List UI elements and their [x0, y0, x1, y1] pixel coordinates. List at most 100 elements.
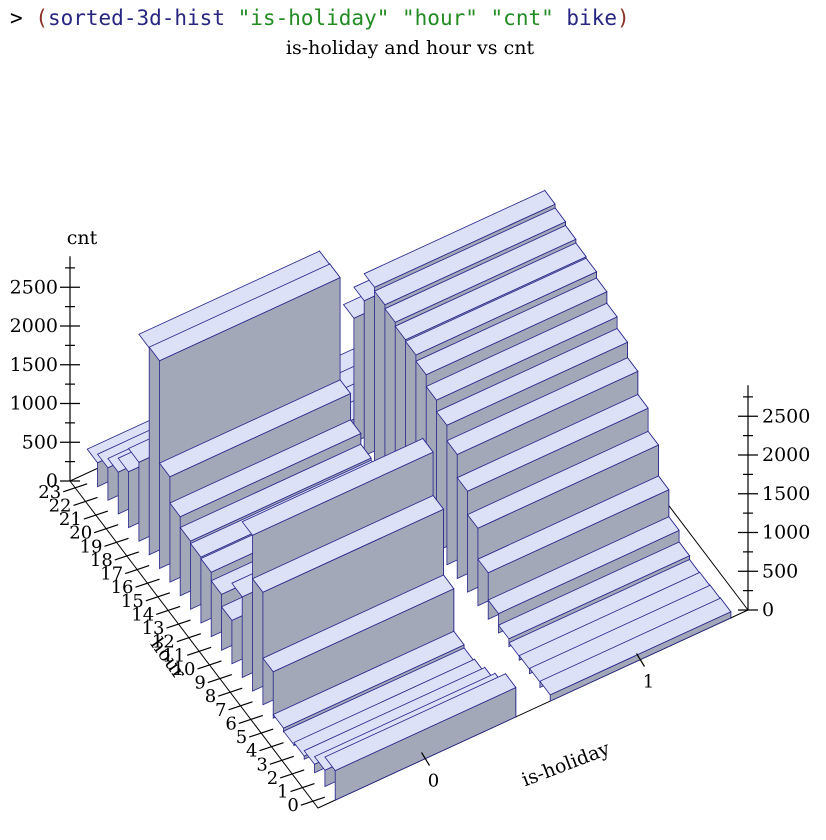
- cnt-axis-left-label-2000: 2000: [10, 315, 58, 337]
- bar-top-face: [404, 257, 598, 356]
- holiday-tick-label-0: 0: [428, 771, 439, 792]
- hour-tick-label-2: 2: [267, 768, 278, 789]
- hour-tick-label-12: 12: [152, 632, 175, 653]
- cnt-axis-right-label-2000: 2000: [762, 444, 810, 466]
- cnt-axis-right-label-0: 0: [762, 599, 774, 621]
- hour-tick-19: [104, 537, 129, 547]
- bar-top-face: [466, 430, 660, 529]
- bar-top-face: [324, 673, 517, 772]
- bar-top-face: [363, 190, 556, 288]
- cnt-axis-right-label-1500: 1500: [762, 483, 810, 505]
- cnt-axis-right-label-500: 500: [762, 560, 798, 582]
- axes-group: 2322212019181716151413121110987654321001…: [10, 256, 810, 816]
- hour-tick-10: [197, 660, 222, 670]
- bar-top-face: [415, 277, 608, 376]
- bars-group: [86, 189, 732, 801]
- hour-tick-6: [238, 714, 264, 725]
- hour-tick-label-5: 5: [236, 727, 247, 748]
- hour-tick-label-9: 9: [194, 673, 205, 694]
- holiday-tick-0: [420, 752, 431, 766]
- bar-top-face: [497, 541, 691, 640]
- hour-tick-18: [114, 551, 140, 561]
- hour-tick-label-16: 16: [111, 577, 134, 598]
- bar-top-face: [241, 438, 434, 536]
- cnt-axis-left-label-2500: 2500: [10, 276, 58, 298]
- hour-tick-23: [62, 483, 88, 493]
- hour-tick-label-3: 3: [256, 754, 267, 775]
- bar-top-face: [446, 357, 639, 455]
- z-axis-label: cnt: [67, 227, 98, 249]
- hour-tick-label-20: 20: [69, 523, 92, 544]
- close-paren: ): [616, 6, 630, 30]
- hour-tick-8: [217, 687, 243, 697]
- bar-top-face: [394, 242, 587, 341]
- bar-top-face: [384, 225, 577, 323]
- hour-tick-label-10: 10: [173, 659, 196, 680]
- hour-tick-label-8: 8: [205, 686, 216, 707]
- hour-tick-label-18: 18: [90, 550, 113, 571]
- bar-top-face: [272, 630, 465, 729]
- hour-tick-14: [155, 605, 181, 616]
- x-axis-label: is-holiday: [519, 737, 613, 791]
- hour-tick-16: [135, 578, 160, 588]
- bar-top-face: [425, 302, 618, 401]
- hour-tick-label-22: 22: [49, 495, 72, 516]
- hour-tick-label-1: 1: [277, 782, 288, 803]
- holiday-tick-label-1: 1: [643, 672, 654, 693]
- bar-x0-hour-0: [324, 672, 517, 801]
- hour-tick-label-6: 6: [225, 713, 236, 734]
- bar-x1-hour-0: [539, 596, 732, 702]
- hour-tick-label-19: 19: [80, 536, 103, 557]
- bar-top-face: [373, 207, 567, 306]
- bar-x0-hour-6: [262, 573, 455, 719]
- arg-hour: "hour": [402, 6, 478, 30]
- hour-tick-label-4: 4: [246, 741, 257, 762]
- hour-tick-label-7: 7: [215, 700, 226, 721]
- holiday-tick-1: [635, 653, 646, 667]
- bar-top-face: [179, 443, 372, 542]
- cnt-axis-right-label-1000: 1000: [762, 522, 810, 544]
- chart-title: is-holiday and hour vs cnt: [286, 37, 535, 59]
- hour-tick-17: [124, 564, 150, 575]
- hour-tick-15: [145, 592, 171, 602]
- bar-top-face: [262, 574, 455, 673]
- bar-top-face: [251, 495, 445, 593]
- repl-prompt: >: [10, 6, 23, 30]
- open-paren: (: [35, 6, 48, 30]
- bar-top-face: [158, 379, 352, 478]
- hour-tick-11: [186, 646, 212, 656]
- hour-tick-label-15: 15: [121, 591, 144, 612]
- hour-tick-0: [300, 796, 326, 806]
- hour-tick-label-23: 23: [38, 482, 61, 503]
- function-name: sorted-3d-hist: [47, 6, 225, 30]
- bar-top-face: [169, 419, 362, 518]
- hour-tick-9: [207, 673, 233, 684]
- hour-tick-2: [279, 769, 305, 779]
- hour-tick-label-0: 0: [287, 795, 298, 816]
- bar-top-face: [487, 516, 680, 615]
- hour-tick-label-14: 14: [131, 604, 154, 625]
- hour-tick-21: [83, 510, 109, 520]
- hour-tick-1: [290, 782, 315, 793]
- cnt-axis-left-label-1500: 1500: [10, 354, 58, 376]
- bar-top-face: [435, 328, 629, 426]
- hour-tick-label-21: 21: [59, 509, 82, 530]
- bar-top-face: [148, 263, 341, 362]
- cnt-axis-left-label-1000: 1000: [10, 393, 58, 415]
- hour-tick-label-17: 17: [100, 564, 123, 585]
- bar-top-face: [456, 394, 649, 492]
- hour-tick-20: [93, 524, 119, 534]
- repl-input-line: > (sorted-3d-hist "is-holiday" "hour" "c…: [10, 6, 630, 30]
- arg-is-holiday: "is-holiday": [237, 6, 390, 30]
- cnt-axis-left-label-0: 0: [46, 470, 58, 492]
- hour-tick-22: [73, 496, 98, 507]
- hour-tick-12: [176, 633, 202, 643]
- hour-tick-4: [259, 742, 284, 752]
- bar-top-face: [477, 475, 670, 574]
- arg-cnt: "cnt": [490, 6, 554, 30]
- hour-tick-5: [248, 728, 274, 738]
- hour-tick-label-11: 11: [162, 645, 185, 666]
- hour-tick-13: [166, 619, 191, 629]
- hour-tick-3: [269, 755, 295, 765]
